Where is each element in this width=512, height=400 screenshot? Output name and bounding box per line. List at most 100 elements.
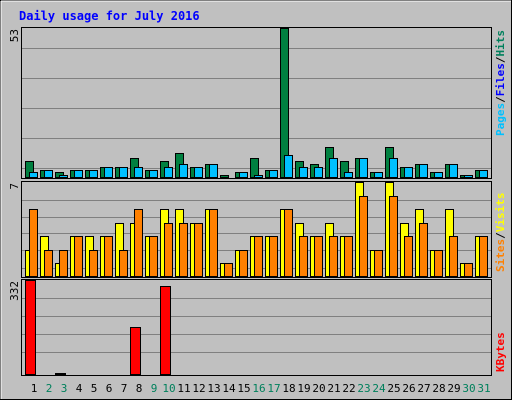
day-label-8: 8: [136, 382, 143, 395]
bar-files-day-2: [44, 170, 53, 178]
day-label-2: 2: [46, 382, 53, 395]
bar-sites-day-1: [29, 209, 38, 277]
day-label-16: 16: [252, 382, 265, 395]
bar-sites-day-26: [404, 236, 413, 277]
bar-files-day-17: [269, 170, 278, 178]
bar-files-day-5: [89, 170, 98, 178]
bar-kbytes-day-10: [160, 286, 171, 375]
bar-files-day-9: [149, 170, 158, 178]
bar-files-day-22: [344, 172, 353, 178]
bar-sites-day-4: [74, 236, 83, 277]
bar-sites-day-19: [299, 236, 308, 277]
legend-sep-1: /: [494, 96, 507, 103]
bar-hits-day-14: [220, 175, 229, 178]
bar-sites-day-17: [269, 236, 278, 277]
day-label-4: 4: [76, 382, 83, 395]
bar-sites-day-21: [329, 236, 338, 277]
day-label-15: 15: [237, 382, 250, 395]
day-label-13: 13: [207, 382, 220, 395]
legend-sites: Sites: [494, 239, 507, 272]
bar-files-day-25: [389, 158, 398, 178]
panel-kbytes-frame: [21, 279, 492, 376]
bar-kbytes-day-8: [130, 327, 141, 375]
day-label-25: 25: [387, 382, 400, 395]
bar-sites-day-5: [89, 250, 98, 277]
legend-sep-3: /: [494, 232, 507, 239]
bar-hits-day-16: [250, 158, 259, 178]
day-label-24: 24: [372, 382, 386, 395]
legend-sep-2: /: [494, 56, 507, 63]
day-label-31: 31: [477, 382, 490, 395]
bar-sites-day-6: [104, 236, 113, 277]
day-label-9: 9: [151, 382, 158, 395]
bar-sites-day-23: [359, 196, 368, 277]
scale-max-visits: 7: [8, 183, 21, 190]
scale-max-kbytes: 332: [8, 281, 21, 301]
legend-visits-panel: Sites/Visits: [494, 193, 507, 273]
bar-sites-day-2: [44, 250, 53, 277]
day-label-29: 29: [447, 382, 460, 395]
bar-sites-day-11: [179, 223, 188, 277]
bar-sites-day-8: [134, 209, 143, 277]
day-label-30: 30: [462, 382, 475, 395]
bar-files-day-27: [419, 164, 428, 178]
bar-files-day-21: [329, 158, 338, 178]
bar-files-day-30: [464, 175, 473, 178]
bar-sites-day-22: [344, 236, 353, 277]
day-label-11: 11: [177, 382, 190, 395]
bar-sites-day-14: [224, 263, 233, 277]
bar-sites-day-7: [119, 250, 128, 277]
legend-kbytes: KBytes: [494, 332, 507, 372]
bar-sites-day-10: [164, 223, 173, 277]
bar-files-day-28: [434, 172, 443, 178]
day-label-14: 14: [222, 382, 236, 395]
bar-files-day-4: [74, 170, 83, 178]
legend-hits-panel: Pages/Files/Hits: [494, 30, 507, 136]
bar-files-day-24: [374, 172, 383, 178]
legend-hits: Hits: [494, 30, 507, 57]
bar-files-day-20: [314, 167, 323, 178]
bar-sites-day-16: [254, 236, 263, 277]
bar-sites-day-25: [389, 196, 398, 277]
bar-sites-day-15: [239, 250, 248, 277]
bar-kbytes-day-3: [55, 373, 66, 375]
day-label-23: 23: [357, 382, 370, 395]
day-label-1: 1: [31, 382, 38, 395]
day-label-19: 19: [297, 382, 310, 395]
bar-files-day-3: [59, 175, 68, 178]
bar-files-day-23: [359, 158, 368, 178]
bar-files-day-15: [239, 172, 248, 178]
bar-sites-day-29: [449, 236, 458, 277]
bar-sites-day-31: [479, 236, 488, 277]
bar-sites-day-3: [59, 250, 68, 277]
panel-hits-frame: [21, 27, 492, 179]
day-label-10: 10: [162, 382, 175, 395]
bar-files-day-26: [404, 167, 413, 178]
bar-files-day-7: [119, 167, 128, 178]
day-labels: 1 2 3 4 5 6 7 8 9 10 11 12 13 14 15 16 17 18 19 20 21 22 23 24 2…: [31, 382, 491, 395]
bar-files-day-18: [284, 155, 293, 178]
bar-sites-day-24: [374, 250, 383, 277]
legend-files: Files: [494, 63, 507, 96]
bar-sites-day-13: [209, 209, 218, 277]
bar-sites-day-20: [314, 236, 323, 277]
legend-pages: Pages: [494, 103, 507, 136]
bars: [25, 28, 488, 375]
gridlines: [22, 48, 491, 353]
bar-files-day-29: [449, 164, 458, 178]
bar-sites-day-27: [419, 223, 428, 277]
day-label-22: 22: [342, 382, 355, 395]
day-label-28: 28: [432, 382, 445, 395]
bar-files-day-31: [479, 170, 488, 178]
day-label-27: 27: [417, 382, 430, 395]
bar-files-day-12: [194, 167, 203, 178]
bar-files-day-8: [134, 167, 143, 178]
bar-sites-day-30: [464, 263, 473, 277]
bar-files-day-11: [179, 164, 188, 178]
bar-files-day-1: [29, 172, 38, 178]
bar-sites-day-18: [284, 209, 293, 277]
day-label-12: 12: [192, 382, 205, 395]
scale-max-hits: 53: [8, 29, 21, 42]
bar-files-day-13: [209, 164, 218, 178]
